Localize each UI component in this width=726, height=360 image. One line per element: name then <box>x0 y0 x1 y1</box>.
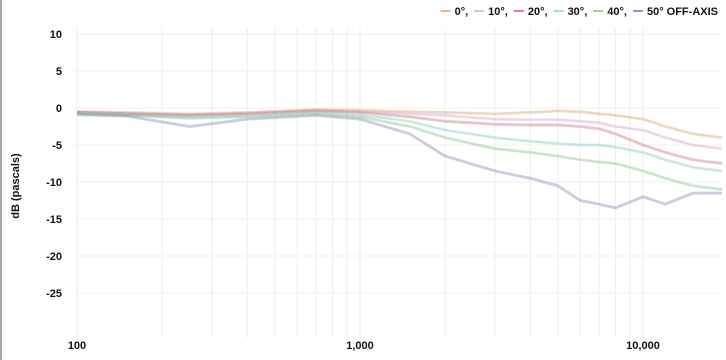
y-tick-label: -25 <box>46 288 62 300</box>
y-tick-label: -5 <box>52 140 62 152</box>
series-line-shadow-0 <box>76 108 723 139</box>
series-line-shadow-1 <box>76 109 723 150</box>
y-axis-label: dB (pascals) <box>10 153 22 219</box>
x-tick-label: 10,000 <box>626 340 660 352</box>
series-line-5 <box>76 113 722 210</box>
x-tick-label: 1,000 <box>346 340 374 352</box>
legend-label-3: 30°, <box>568 6 588 18</box>
legend-label-2: 20°, <box>528 6 548 18</box>
y-tick-label: -15 <box>46 214 62 226</box>
series-line-shadow-5 <box>76 113 722 209</box>
series-line-3 <box>76 110 723 173</box>
legend-label-0: 0°, <box>455 6 469 18</box>
x-tick-labels: 100 1,000 10,000 <box>68 340 660 352</box>
legend-label-4: 40°, <box>607 6 627 18</box>
y-tick-label: -10 <box>46 177 62 189</box>
series-line-4 <box>76 112 723 191</box>
y-tick-label: -20 <box>46 251 62 263</box>
y-tick-label: 0 <box>56 103 62 115</box>
x-tick-label: 100 <box>68 340 86 352</box>
series-line-shadow-3 <box>76 111 723 172</box>
y-tick-label: 5 <box>56 66 62 78</box>
legend-label-5: 50° OFF-AXIS <box>647 6 718 18</box>
legend: 0°, 10°, 20°, 30°, 40°, 50° OFF-AXIS <box>440 6 718 18</box>
series-line-shadow-4 <box>76 112 723 191</box>
legend-label-1: 10°, <box>488 6 508 18</box>
series-line-shadow-2 <box>76 109 723 165</box>
gridlines <box>74 28 722 338</box>
series-line-2 <box>76 109 723 165</box>
series-lines <box>76 108 723 210</box>
series-line-0 <box>76 108 723 140</box>
y-tick-labels: 10 5 0 -5 -10 -15 -20 -25 <box>46 29 62 300</box>
y-tick-label: 10 <box>50 29 62 41</box>
series-line-1 <box>76 108 723 151</box>
